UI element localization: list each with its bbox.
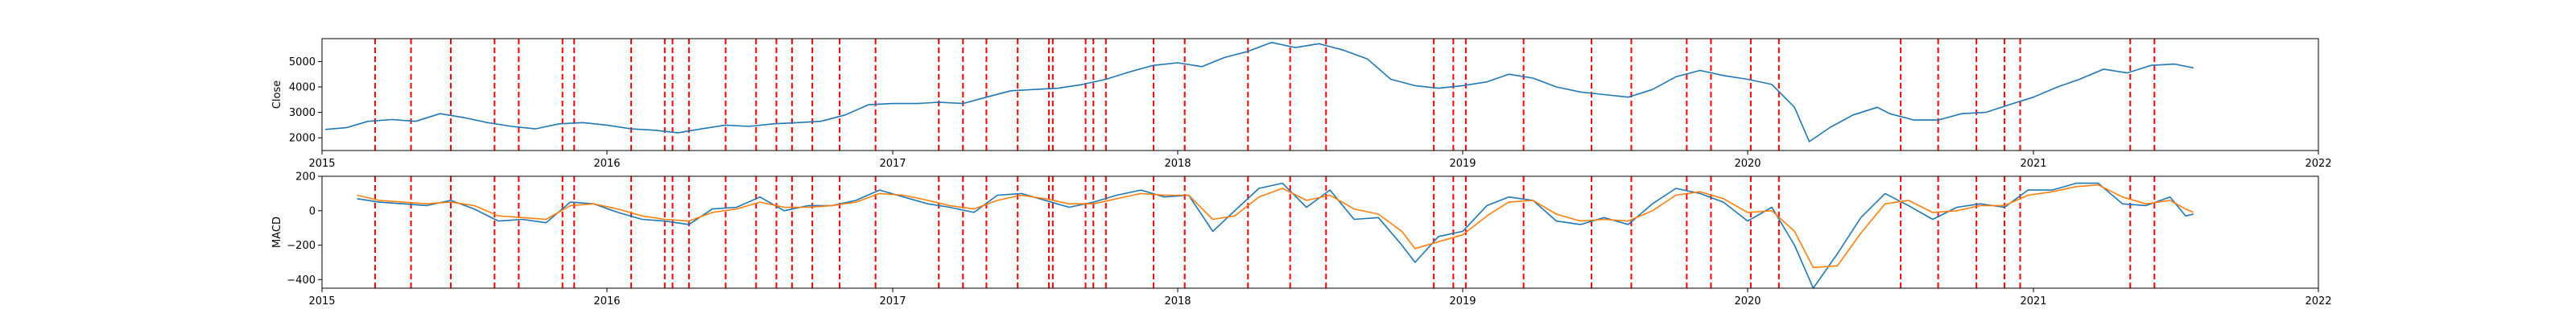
axes-frame-0 [321,38,2319,151]
y-tick-label-0-3: 5000 [289,56,316,68]
y-tick-label-0-1: 3000 [289,107,316,119]
y-tick-label-0-2: 4000 [289,82,316,94]
x-tick-label-0-0: 2015 [308,158,335,170]
x-tick-label-1-7: 2022 [2305,295,2331,308]
y-axis-label-0: Close [271,80,283,109]
x-tick-label-0-2: 2017 [879,158,906,170]
x-tick-label-1-3: 2018 [1164,295,1191,308]
x-tick-label-1-6: 2021 [2020,295,2046,308]
y-tick-label-1-3: 200 [295,171,316,184]
x-tick-label-0-7: 2022 [2305,158,2331,170]
x-tick-label-1-1: 2016 [593,295,620,308]
series-line-1-1 [357,184,2194,269]
series-line-1-0 [357,182,2194,288]
x-tick-label-0-4: 2019 [1449,158,1476,170]
x-tick-label-0-5: 2020 [1734,158,1761,170]
y-tick-label-1-2: 0 [309,205,316,217]
y-axis-label-1: MACD [271,217,283,248]
x-tick-label-1-2: 2017 [879,295,906,308]
axes-frame-1 [321,175,2319,289]
x-tick-label-1-0: 2015 [308,295,335,308]
x-tick-label-1-4: 2019 [1449,295,1476,308]
x-tick-label-0-6: 2021 [2020,158,2046,170]
x-tick-label-1-5: 2020 [1734,295,1761,308]
x-tick-label-0-1: 2016 [593,158,620,170]
series-line-0-0 [324,41,2194,142]
y-tick-label-1-1: −200 [287,240,316,252]
y-tick-label-0-0: 2000 [289,133,316,145]
y-tick-label-1-0: −400 [287,275,316,287]
x-tick-label-0-3: 2018 [1164,158,1191,170]
